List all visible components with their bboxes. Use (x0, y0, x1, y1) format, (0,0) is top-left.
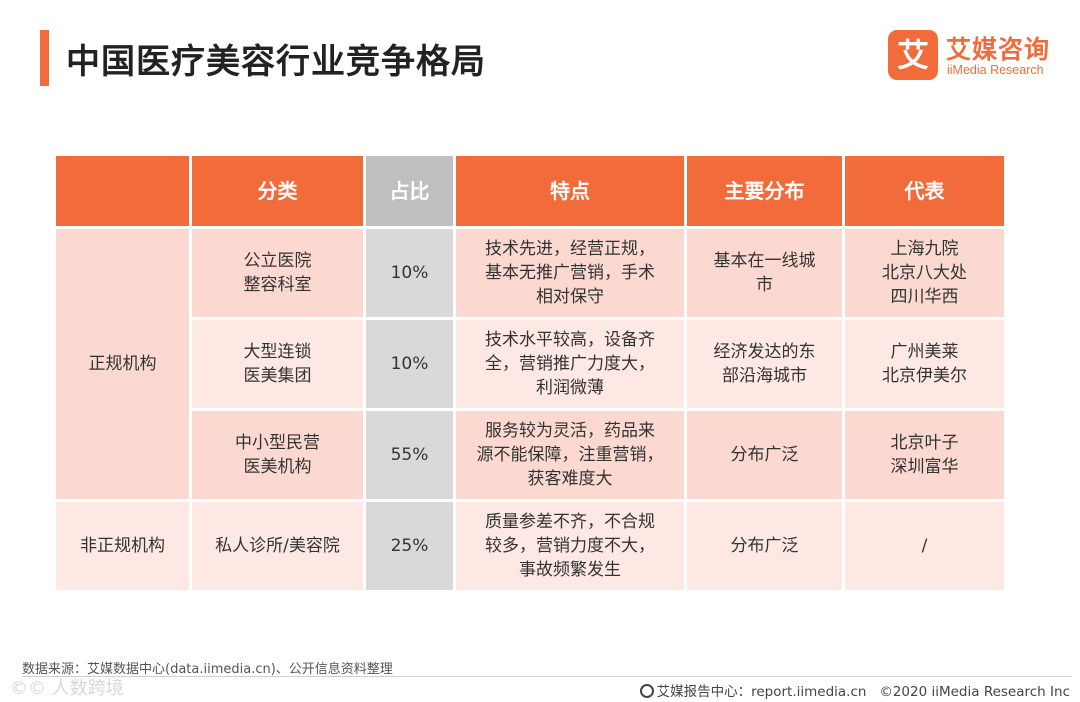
cell-representatives: 广州美莱 北京伊美尔 (882, 342, 967, 386)
cell-category: 大型连锁 医美集团 (243, 342, 312, 386)
competition-table: 分类 占比 特点 主要分布 代表 正规机构 公立医院 整容科室 10% 技术先进… (56, 156, 1004, 593)
globe-icon (639, 684, 654, 698)
header-features: 特点 (456, 156, 687, 229)
cell-ratio: 10% (366, 320, 456, 411)
brand-logo: 艾 艾媒咨询 iiMedia Research (888, 30, 1058, 82)
logo-text-cn: 艾媒咨询 (946, 35, 1051, 64)
cell-distribution: 基本在一线城 市 (713, 251, 816, 295)
cell-features: 技术先进，经营正规， 基本无推广营销，手术 相对保守 (485, 239, 655, 307)
group-formal: 正规机构 (56, 229, 192, 502)
cell-ratio: 25% (366, 502, 456, 593)
report-center-link[interactable]: 艾媒报告中心：report.iimedia.cn (656, 684, 867, 700)
header-ratio: 占比 (366, 156, 456, 229)
header-representatives: 代表 (845, 156, 1004, 229)
cell-distribution: 经济发达的东 部沿海城市 (713, 342, 816, 386)
cell-features: 技术水平较高，设备齐 全，营销推广力度大， 利润微薄 (485, 330, 655, 398)
footer-divider (22, 676, 1072, 677)
logo-text-en: iiMedia Research (947, 63, 1044, 77)
cell-representatives: / (921, 536, 928, 556)
header-category: 分类 (192, 156, 366, 229)
logo-mark-icon: 艾 (888, 30, 938, 80)
table-row: 正规机构 公立医院 整容科室 10% 技术先进，经营正规， 基本无推广营销，手术… (56, 229, 1004, 502)
cell-ratio: 55% (366, 411, 456, 502)
cell-features: 服务较为灵活，药品来 源不能保障，注重营销， 获客难度大 (476, 421, 664, 489)
watermark-text: ©© 人数跨境 (10, 678, 124, 699)
cell-category: 私人诊所/美容院 (215, 536, 340, 556)
cell-distribution: 分布广泛 (730, 445, 799, 465)
table-row: 中小型民营 医美机构 55% 服务较为灵活，药品来 源不能保障，注重营销， 获客… (56, 411, 1004, 502)
cell-distribution: 分布广泛 (730, 536, 799, 556)
page-title: 中国医疗美容行业竞争格局 (66, 42, 486, 82)
data-source-note: 数据来源：艾媒数据中心(data.iimedia.cn)、公开信息资料整理 (22, 662, 393, 677)
header-distribution: 主要分布 (687, 156, 845, 229)
cell-features: 质量参差不齐，不合规 较多，营销力度不大， 事故频繁发生 (485, 512, 655, 580)
cell-representatives: 北京叶子 深圳富华 (890, 433, 959, 477)
cell-representatives: 上海九院 北京八大处 四川华西 (882, 239, 967, 307)
cell-ratio: 10% (366, 229, 456, 320)
cell-category: 公立医院 整容科室 (243, 251, 312, 295)
table-row: 非正规机构 私人诊所/美容院 25% 质量参差不齐，不合规 较多，营销力度不大，… (56, 502, 1004, 593)
group-informal: 非正规机构 (56, 502, 192, 593)
title-accent-bar (40, 30, 49, 86)
copyright-text: ©2020 iiMedia Research Inc (879, 684, 1070, 700)
table-header-row: 分类 占比 特点 主要分布 代表 (56, 156, 1004, 229)
cell-category: 中小型民营 医美机构 (235, 433, 320, 477)
footer-credits: 艾媒报告中心：report.iimedia.cn ©2020 iiMedia R… (639, 680, 1070, 700)
header-blank (56, 156, 192, 229)
table-row: 大型连锁 医美集团 10% 技术水平较高，设备齐 全，营销推广力度大， 利润微薄… (56, 320, 1004, 411)
